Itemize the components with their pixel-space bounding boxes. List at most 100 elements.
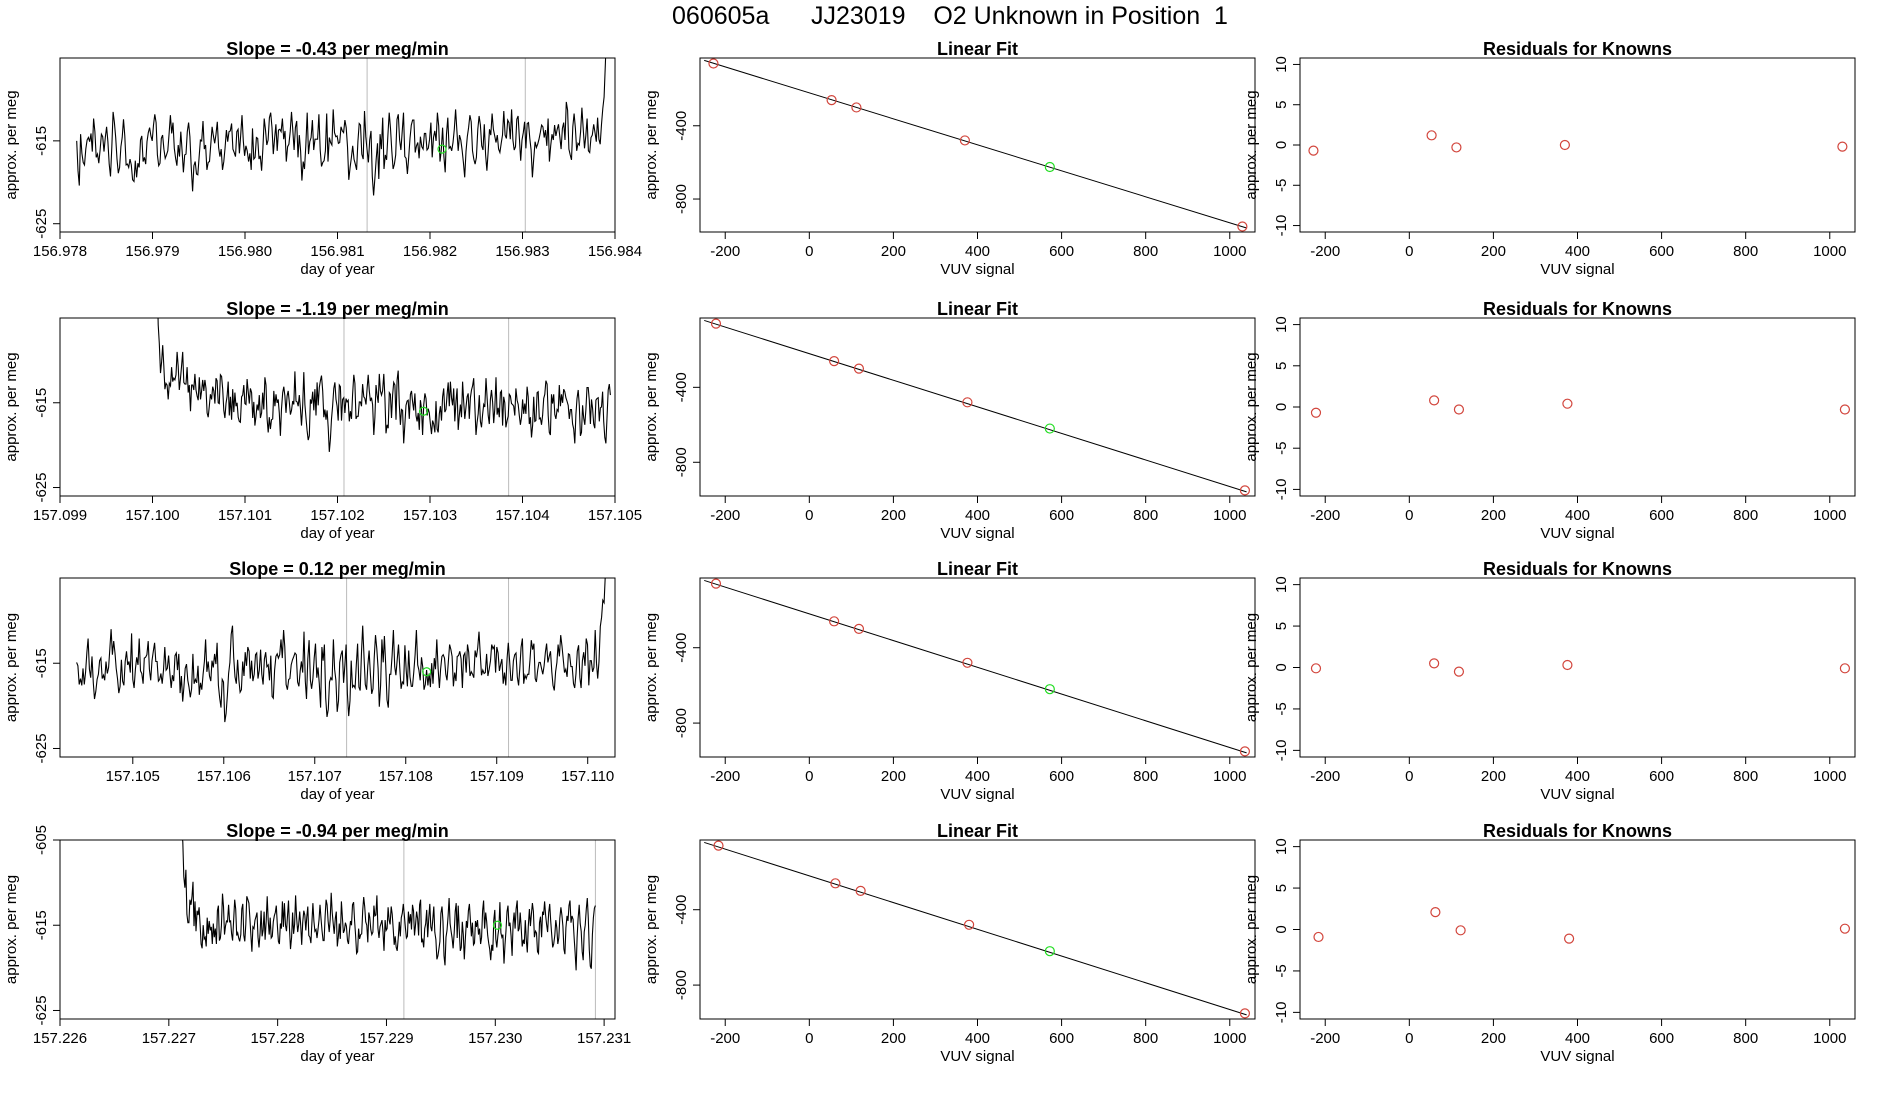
- unknown-point: [1044, 946, 1055, 957]
- x-tick-label: 1000: [1213, 768, 1246, 785]
- x-tick-label: 800: [1733, 768, 1758, 785]
- known-point: [826, 95, 837, 106]
- known-point: [1429, 395, 1440, 406]
- y-axis-label: approx. per meg: [3, 613, 20, 722]
- page-title: 060605a JJ23019 O2 Unknown in Position 1: [672, 2, 1228, 30]
- known-point: [1563, 933, 1575, 944]
- unknown-point: [1044, 161, 1055, 173]
- plot-frame: [1299, 317, 1856, 497]
- plot-frame: [59, 577, 616, 758]
- x-tick-label: 400: [1565, 1030, 1590, 1047]
- y-tick-label: -10: [1273, 479, 1290, 501]
- x-tick-label: 800: [1133, 768, 1158, 785]
- x-tick-label: 157.231: [577, 1030, 631, 1047]
- x-tick-label: -200: [710, 1030, 740, 1047]
- x-axis-label: day of year: [300, 786, 374, 803]
- x-axis-label: VUV signal: [1540, 525, 1614, 542]
- x-tick-label: 800: [1133, 1030, 1158, 1047]
- x-tick-label: 600: [1049, 768, 1074, 785]
- plot-area: [1310, 395, 1851, 418]
- known-point: [962, 657, 973, 668]
- fit-line: [704, 59, 1247, 229]
- panel-linear-fit-2: Linear Fit VUV signal approx. per meg -200 0…: [643, 299, 1256, 542]
- x-tick-label: 157.104: [495, 507, 549, 524]
- x-tick-label: 0: [1405, 507, 1413, 524]
- known-point: [710, 318, 722, 329]
- known-point: [829, 616, 840, 627]
- x-tick-label: 157.100: [125, 507, 179, 524]
- known-point: [851, 102, 862, 113]
- time-series-line: [181, 840, 596, 971]
- known-point: [1453, 666, 1465, 677]
- known-point: [1313, 931, 1324, 943]
- x-axis-label: VUV signal: [940, 525, 1014, 542]
- x-tick-label: -200: [710, 243, 740, 260]
- known-point: [710, 578, 722, 589]
- x-tick-label: 200: [881, 507, 906, 524]
- y-tick-label: 10: [1273, 316, 1290, 333]
- x-tick-label: 400: [965, 243, 990, 260]
- y-tick-label: -5: [1273, 702, 1290, 715]
- y-tick-label: 5: [1273, 884, 1290, 892]
- y-tick-label: -605: [33, 825, 50, 855]
- y-tick-label: -615: [33, 388, 50, 418]
- known-point: [1559, 139, 1570, 151]
- x-tick-label: -200: [1310, 243, 1340, 260]
- unknown-point: [422, 667, 432, 677]
- panel-linear-fit-1: Linear Fit VUV signal approx. per meg -200 0…: [643, 39, 1256, 278]
- plot-area: [704, 58, 1248, 232]
- time-series-line: [76, 58, 607, 196]
- x-tick-label: 156.984: [588, 243, 642, 260]
- y-tick-label: -5: [1273, 179, 1290, 192]
- x-axis-label: VUV signal: [1540, 261, 1614, 278]
- x-tick-label: 157.108: [379, 768, 433, 785]
- plot-frame: [1299, 57, 1856, 233]
- x-tick-label: 157.105: [588, 507, 642, 524]
- plot-area: [76, 578, 606, 757]
- y-axis-label: approx. per meg: [1243, 90, 1260, 199]
- x-axis-label: day of year: [300, 1048, 374, 1065]
- plot-area: [704, 318, 1251, 496]
- panel-linear-fit-3: Linear Fit VUV signal approx. per meg -200 0…: [643, 559, 1256, 803]
- known-point: [830, 878, 841, 889]
- y-tick-label: 5: [1273, 362, 1290, 370]
- x-tick-label: 157.107: [288, 768, 342, 785]
- x-tick-label: 1000: [1813, 1030, 1846, 1047]
- x-tick-label: 1000: [1813, 507, 1846, 524]
- chart-title: Residuals for Knowns: [1483, 559, 1672, 579]
- x-axis-label: VUV signal: [940, 786, 1014, 803]
- y-axis-label: approx. per meg: [643, 613, 660, 722]
- known-point: [1239, 1008, 1251, 1019]
- y-tick-label: -800: [673, 970, 690, 1000]
- x-tick-label: -200: [1310, 1030, 1340, 1047]
- panel-time-series-2: Slope = -1.19 per meg/min day of year appr…: [3, 299, 642, 542]
- panel-residuals-1: Residuals for Knowns VUV signal approx. pe…: [1243, 39, 1856, 278]
- x-tick-label: 400: [965, 1030, 990, 1047]
- plot-frame: [59, 839, 616, 1020]
- fit-line: [704, 841, 1247, 1016]
- known-point: [1239, 746, 1251, 757]
- x-tick-label: 156.981: [310, 243, 364, 260]
- y-tick-label: -625: [33, 733, 50, 763]
- x-tick-label: 600: [1049, 243, 1074, 260]
- unknown-point: [437, 144, 447, 154]
- x-tick-label: 157.230: [468, 1030, 522, 1047]
- known-point: [1453, 404, 1465, 415]
- known-point: [963, 919, 975, 930]
- x-tick-label: 0: [805, 768, 813, 785]
- known-point: [1310, 663, 1322, 674]
- x-tick-label: 200: [881, 1030, 906, 1047]
- x-tick-label: 157.102: [310, 507, 364, 524]
- x-tick-label: 200: [1481, 507, 1506, 524]
- known-point: [1562, 659, 1573, 671]
- y-tick-label: -615: [33, 648, 50, 678]
- x-tick-label: 400: [1565, 768, 1590, 785]
- x-tick-label: 156.978: [33, 243, 87, 260]
- plot-area: [181, 840, 596, 1019]
- y-tick-label: -625: [33, 473, 50, 503]
- x-tick-label: 1000: [1213, 1030, 1246, 1047]
- y-tick-label: -400: [673, 895, 690, 925]
- y-tick-label: 0: [1273, 925, 1290, 933]
- y-tick-label: -615: [33, 126, 50, 156]
